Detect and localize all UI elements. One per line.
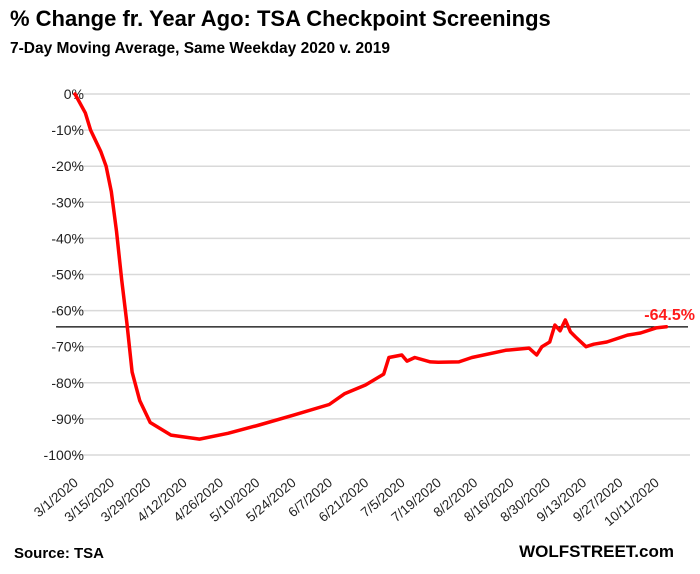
y-tick-label: -100%	[44, 447, 84, 463]
reference-line-label: -64.5%	[644, 307, 695, 324]
chart-subtitle: 7-Day Moving Average, Same Weekday 2020 …	[10, 40, 390, 57]
y-tick-label: -80%	[51, 375, 84, 391]
y-tick-label: -10%	[51, 122, 84, 138]
y-tick-label: -70%	[51, 339, 84, 355]
y-tick-label: -50%	[51, 267, 84, 283]
brand-watermark: WOLFSTREET.com	[519, 542, 674, 561]
source-note: Source: TSA	[14, 545, 105, 562]
y-tick-label: -90%	[51, 411, 84, 427]
y-tick-label: -20%	[51, 158, 84, 174]
y-tick-label: -30%	[51, 194, 84, 210]
y-tick-label: -40%	[51, 230, 84, 246]
y-tick-label: -60%	[51, 303, 84, 319]
chart-title: % Change fr. Year Ago: TSA Checkpoint Sc…	[10, 6, 551, 31]
series-line	[73, 92, 669, 441]
